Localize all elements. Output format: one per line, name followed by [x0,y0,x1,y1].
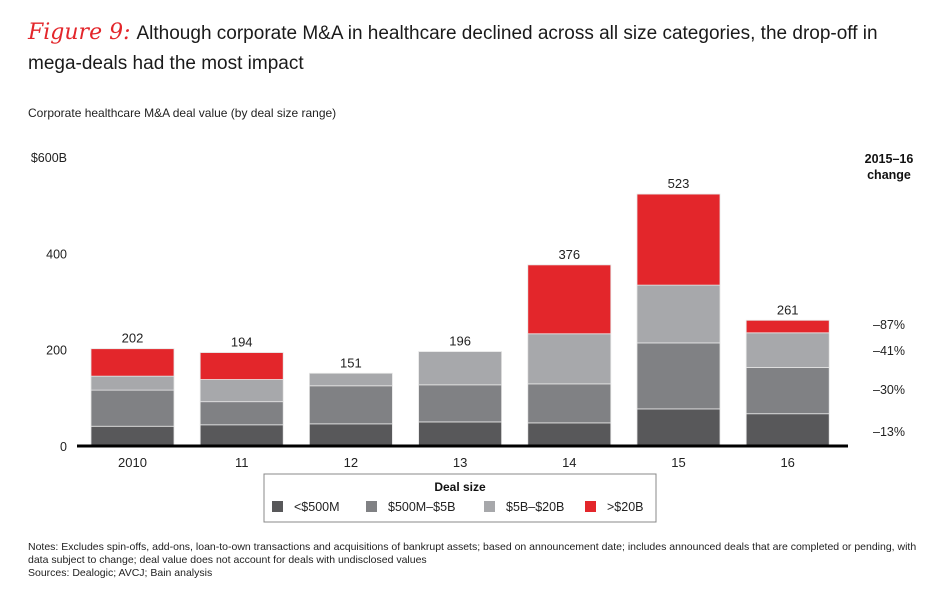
legend-label: $5B–$20B [506,500,564,514]
bar-segment-15-1 [636,342,721,410]
bar-segment-2010-0 [90,425,175,447]
y-tick-label: 400 [46,247,67,261]
notes-block: Notes: Excludes spin-offs, add-ons, loan… [28,541,928,580]
change-label: –13% [873,425,905,439]
bar-segment-14-1 [527,383,612,424]
figure-label: Figure 9: [28,20,131,45]
total-label: 523 [668,176,690,191]
bar-segment-14-2 [527,333,612,385]
bar-segment-15-0 [636,408,721,447]
bar-segment-12-2 [308,372,393,387]
bar-segment-13-0 [418,421,503,447]
bar-segment-16-2 [745,332,830,368]
total-label: 194 [231,335,253,350]
bar-segment-12-0 [308,423,393,447]
figure-title-text: Although corporate M&A in healthcare dec… [28,23,878,74]
bar-segment-16-1 [745,367,830,415]
bar-segment-2010-2 [90,375,175,391]
legend-label: $500M–$5B [388,500,455,514]
y-tick-label: 200 [46,344,67,358]
bar-segment-16-3 [745,319,830,334]
legend-swatch [585,501,596,512]
total-label: 376 [558,247,580,262]
sources-text: Sources: Dealogic; AVCJ; Bain analysis [28,567,213,579]
change-label: –41% [873,344,905,358]
total-label: 202 [122,331,144,346]
legend-label: >$20B [607,500,644,514]
y-tick-label: $600B [31,151,67,165]
x-axis-labels: 2010 11 12 13 14 15 16 [118,455,795,470]
stacked-bar-chart: 0 200 400 $600B 2010 11 12 13 14 15 16 202 194 151 1… [31,151,914,523]
change-column: 2015–16 change –87% –41% –30% –13% [865,152,914,439]
bar-segment-13-2 [418,351,503,386]
change-header-line1: 2015–16 [865,152,914,166]
legend-swatch [272,501,283,512]
total-label: 151 [340,355,362,370]
total-label: 196 [449,334,471,349]
y-axis: 0 200 400 $600B [31,151,67,454]
bar-segment-14-0 [527,422,612,447]
x-tick-label: 16 [780,455,794,470]
bar-segment-2010-3 [90,348,175,377]
bar-segment-11-3 [199,352,284,380]
notes-text: Notes: Excludes spin-offs, add-ons, loan… [28,541,917,566]
bar-segment-2010-1 [90,389,175,427]
legend-label: <$500M [294,500,340,514]
total-label: 261 [777,302,799,317]
change-label: –30% [873,383,905,397]
bar-segment-11-0 [199,424,284,447]
legend-box [263,473,657,523]
chart-subtitle: Corporate healthcare M&A deal value (by … [28,106,337,120]
legend-swatch [366,501,377,512]
bar-segment-13-1 [418,384,503,423]
x-tick-label: 2010 [118,455,147,470]
bar-segment-15-2 [636,284,721,344]
change-header-line2: change [867,168,911,182]
total-labels: 202 194 151 196 376 523 261 [122,176,799,370]
bar-segment-14-3 [527,264,612,335]
figure-title: Figure 9: Although corporate M&A in healt… [28,18,928,79]
bar-segment-12-1 [308,385,393,425]
x-tick-label: 11 [235,455,249,470]
y-tick-label: 0 [60,440,67,454]
x-tick-label: 15 [671,455,685,470]
x-tick-label: 14 [562,455,576,470]
bar-segment-11-1 [199,401,284,426]
legend-title: Deal size [434,480,486,494]
legend: Deal size <$500M $500M–$5B $5B–$20B >$20B [263,473,657,523]
x-tick-label: 13 [453,455,467,470]
x-tick-label: 12 [344,455,358,470]
bars [90,193,830,447]
change-label: –87% [873,318,905,332]
legend-swatch [484,501,495,512]
bar-segment-15-3 [636,193,721,286]
bar-segment-11-2 [199,379,284,403]
bar-segment-16-0 [745,413,830,447]
